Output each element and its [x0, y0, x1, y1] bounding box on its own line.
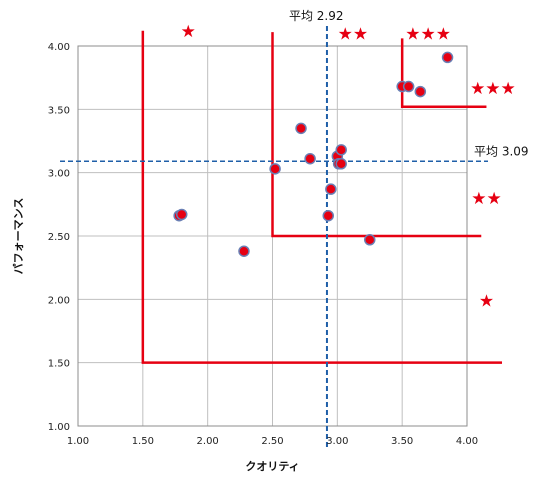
- rank-boundary-line: [271, 32, 482, 238]
- rank-boundaries: [141, 30, 503, 364]
- data-point: [335, 144, 347, 156]
- y-tick-label: 2.50: [48, 232, 70, 243]
- rank-star-label: ★★: [338, 24, 368, 44]
- data-point: [295, 122, 307, 135]
- average-lines: [60, 26, 488, 448]
- data-point: [335, 158, 347, 170]
- x-tick-label: 4.00: [456, 436, 478, 447]
- x-tick-label: 3.50: [391, 436, 413, 447]
- rank-boundary-line: [400, 38, 487, 109]
- data-point: [322, 209, 335, 222]
- y-tick-label: 2.00: [48, 295, 70, 306]
- data-point: [414, 85, 427, 98]
- y-tick-label: 3.50: [48, 105, 70, 116]
- y-tick-label: 1.50: [48, 359, 70, 370]
- y-tick-label: 4.00: [48, 42, 70, 53]
- y-axis-title: パフォーマンス: [12, 198, 25, 275]
- x-tick-label: 1.00: [67, 436, 89, 447]
- x-tick-label: 2.00: [197, 436, 219, 447]
- x-tick-label: 3.00: [326, 436, 348, 447]
- y-tick-label: 1.00: [48, 422, 70, 433]
- rank-star-label: ★: [181, 22, 196, 42]
- y-axis-ticks: 1.00 1.50 2.00 2.50 3.00 3.50 4.00: [48, 42, 70, 433]
- data-point: [175, 208, 188, 221]
- rank-star-label: ★★: [471, 189, 501, 209]
- data-points: [173, 51, 454, 257]
- data-point: [304, 152, 316, 165]
- x-tick-label: 1.50: [132, 436, 154, 447]
- x-axis-title: クオリティ: [245, 460, 299, 473]
- rank-star-label: ★★★: [405, 24, 451, 44]
- x-axis-ticks: 1.00 1.50 2.00 2.50 3.00 3.50 4.00: [67, 436, 478, 447]
- y-tick-label: 3.00: [48, 169, 70, 180]
- data-point: [364, 234, 376, 246]
- y-average-label: 平均 3.09: [474, 144, 529, 158]
- x-tick-label: 2.50: [261, 436, 283, 447]
- data-point: [269, 163, 281, 175]
- rank-boundary-line: [141, 30, 503, 364]
- data-point: [441, 51, 454, 64]
- rank-star-label: ★★★: [470, 79, 516, 99]
- data-point: [325, 183, 337, 195]
- star-annotations: ★ ★★ ★★★★★★★★★: [181, 22, 516, 312]
- x-average-label: 平均 2.92: [289, 9, 344, 23]
- data-point: [238, 245, 250, 257]
- data-point: [402, 80, 415, 93]
- rank-star-label: ★: [479, 292, 494, 312]
